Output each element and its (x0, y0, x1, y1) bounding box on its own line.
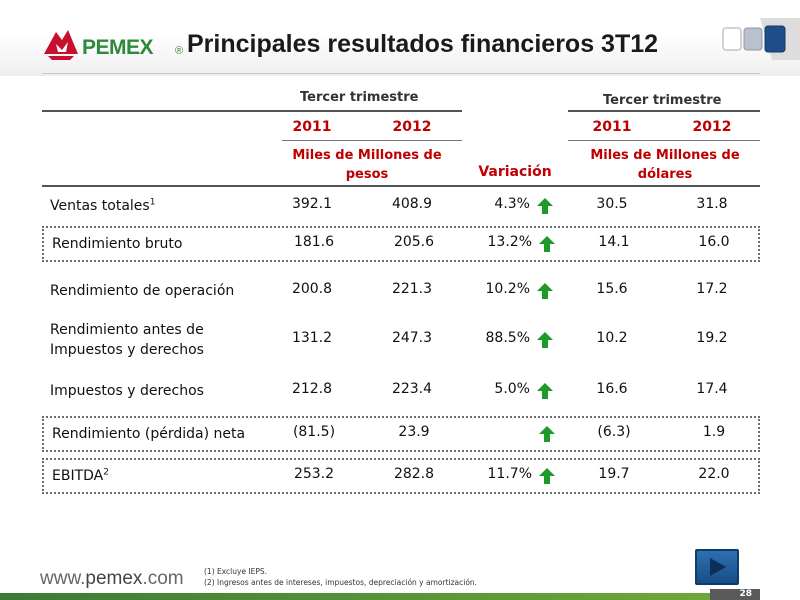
value-2011-pesos: 131.2 (291, 330, 333, 346)
value-2012-pesos: 247.3 (391, 330, 433, 346)
row-label-footnote-ref: 1 (149, 197, 156, 208)
value-2012-pesos: 408.9 (391, 196, 433, 212)
variation-header: Variación (478, 164, 552, 180)
year-header-2012-pesos: 2012 (392, 119, 432, 135)
value-2011-dolares: 14.1 (598, 234, 630, 250)
arrow-up-icon (537, 332, 553, 348)
value-2012-pesos: 23.9 (398, 424, 430, 440)
title-divider (42, 73, 760, 74)
value-2012-dolares: 1.9 (702, 424, 726, 440)
table-row: Impuestos y derechos 212.8 223.4 16.6 17.4 5.… (42, 376, 760, 406)
row-label-footnote-ref: 2 (103, 467, 109, 478)
year-rule-pesos (282, 140, 462, 141)
variation-value: 10.2% (485, 281, 530, 297)
group-header-dolares: Tercer trimestre (603, 93, 722, 108)
value-2011-pesos: 253.2 (293, 466, 335, 482)
value-2012-pesos: 282.8 (393, 466, 435, 482)
row-label: EBITDA2 (52, 467, 109, 484)
footer-bar (0, 593, 710, 600)
value-2012-pesos: 221.3 (391, 281, 433, 297)
row-label: Impuestos y derechos (50, 383, 204, 399)
logo-wordmark: PEMEX (82, 36, 154, 59)
table-row: Rendimiento de operación 200.8 221.3 15.6 17… (42, 276, 760, 306)
table-row: Rendimiento (pérdida) neta (81.5) 23.9 (6.3… (42, 416, 760, 452)
page-number: 28 (710, 589, 760, 600)
unit-header-pesos: Miles de Millones de pesos (292, 148, 442, 182)
value-2012-pesos: 223.4 (391, 381, 433, 397)
row-label: Rendimiento antes de Impuestos y derecho… (50, 322, 204, 358)
value-2011-dolares: 15.6 (596, 281, 628, 297)
value-2012-dolares: 22.0 (698, 466, 730, 482)
arrow-up-icon (537, 283, 553, 299)
value-2011-pesos: 212.8 (291, 381, 333, 397)
pemex-eagle-icon (44, 30, 78, 60)
value-2011-pesos: 392.1 (291, 196, 333, 212)
value-2011-dolares: 16.6 (596, 381, 628, 397)
year-header-2011-dolares: 2011 (592, 119, 632, 135)
value-2012-dolares: 17.4 (696, 381, 728, 397)
footer-website[interactable]: www.pemex.com (40, 568, 184, 590)
value-2011-pesos: (81.5) (292, 424, 336, 440)
year-header-2012-dolares: 2012 (692, 119, 732, 135)
value-2012-dolares: 16.0 (698, 234, 730, 250)
value-2011-pesos: 200.8 (291, 281, 333, 297)
arrow-up-icon (537, 198, 553, 214)
page-title: Principales resultados financieros 3T12 (187, 30, 659, 58)
url-suffix: .com (142, 568, 184, 589)
slide-header: PEMEX ® Principales resultados financier… (0, 0, 800, 76)
value-2012-pesos: 205.6 (393, 234, 435, 250)
row-label: Rendimiento de operación (50, 283, 235, 299)
value-2011-pesos: 181.6 (293, 234, 335, 250)
header-top-rule-right (568, 110, 760, 112)
unit-header-dolares: Miles de Millones de dólares (590, 148, 740, 182)
next-slide-button[interactable] (695, 549, 739, 585)
table-row: Rendimiento antes de Impuestos y derecho… (42, 318, 760, 362)
arrow-up-icon (537, 383, 553, 399)
play-icon (710, 558, 726, 576)
variation-value: 11.7% (487, 466, 532, 482)
value-2012-dolares: 17.2 (696, 281, 728, 297)
arrow-up-icon (539, 468, 555, 484)
footnote-1: (1) Excluye IEPS. (204, 567, 268, 576)
header-bottom-rule (42, 185, 760, 187)
variation-value: 88.5% (485, 330, 530, 346)
table-row: Rendimiento bruto 181.6 205.6 14.1 16.0 13.2% (42, 226, 760, 262)
variation-value: 13.2% (487, 234, 532, 250)
table-row: EBITDA2 253.2 282.8 19.7 22.0 11.7% (42, 458, 760, 494)
variation-value: 5.0% (494, 381, 530, 397)
arrow-up-icon (539, 236, 555, 252)
decorative-squares-icon (722, 18, 800, 60)
group-header-pesos: Tercer trimestre (300, 90, 419, 105)
value-2011-dolares: 10.2 (596, 330, 628, 346)
value-2011-dolares: (6.3) (597, 424, 631, 440)
row-label: Rendimiento (pérdida) neta (52, 426, 246, 442)
header-top-rule-left (42, 110, 462, 112)
row-label: Ventas totales1 (50, 197, 156, 214)
value-2012-dolares: 31.8 (696, 196, 728, 212)
footnotes: (1) Excluye IEPS. (2) Ingresos antes de … (204, 566, 477, 588)
arrow-up-icon (539, 426, 555, 442)
row-label: Rendimiento bruto (52, 236, 183, 252)
variation-value: 4.3% (494, 196, 530, 212)
value-2011-dolares: 30.5 (596, 196, 628, 212)
value-2012-dolares: 19.2 (696, 330, 728, 346)
url-prefix: www. (40, 568, 86, 589)
value-2011-dolares: 19.7 (598, 466, 630, 482)
year-rule-dolares (568, 140, 760, 141)
year-header-2011-pesos: 2011 (292, 119, 332, 135)
footnote-2: (2) Ingresos antes de intereses, impuest… (204, 578, 478, 587)
registered-mark: ® (175, 45, 184, 57)
table-row: Ventas totales1 392.1 408.9 30.5 31.8 4.3% (42, 192, 760, 220)
url-brand: pemex (85, 568, 143, 589)
